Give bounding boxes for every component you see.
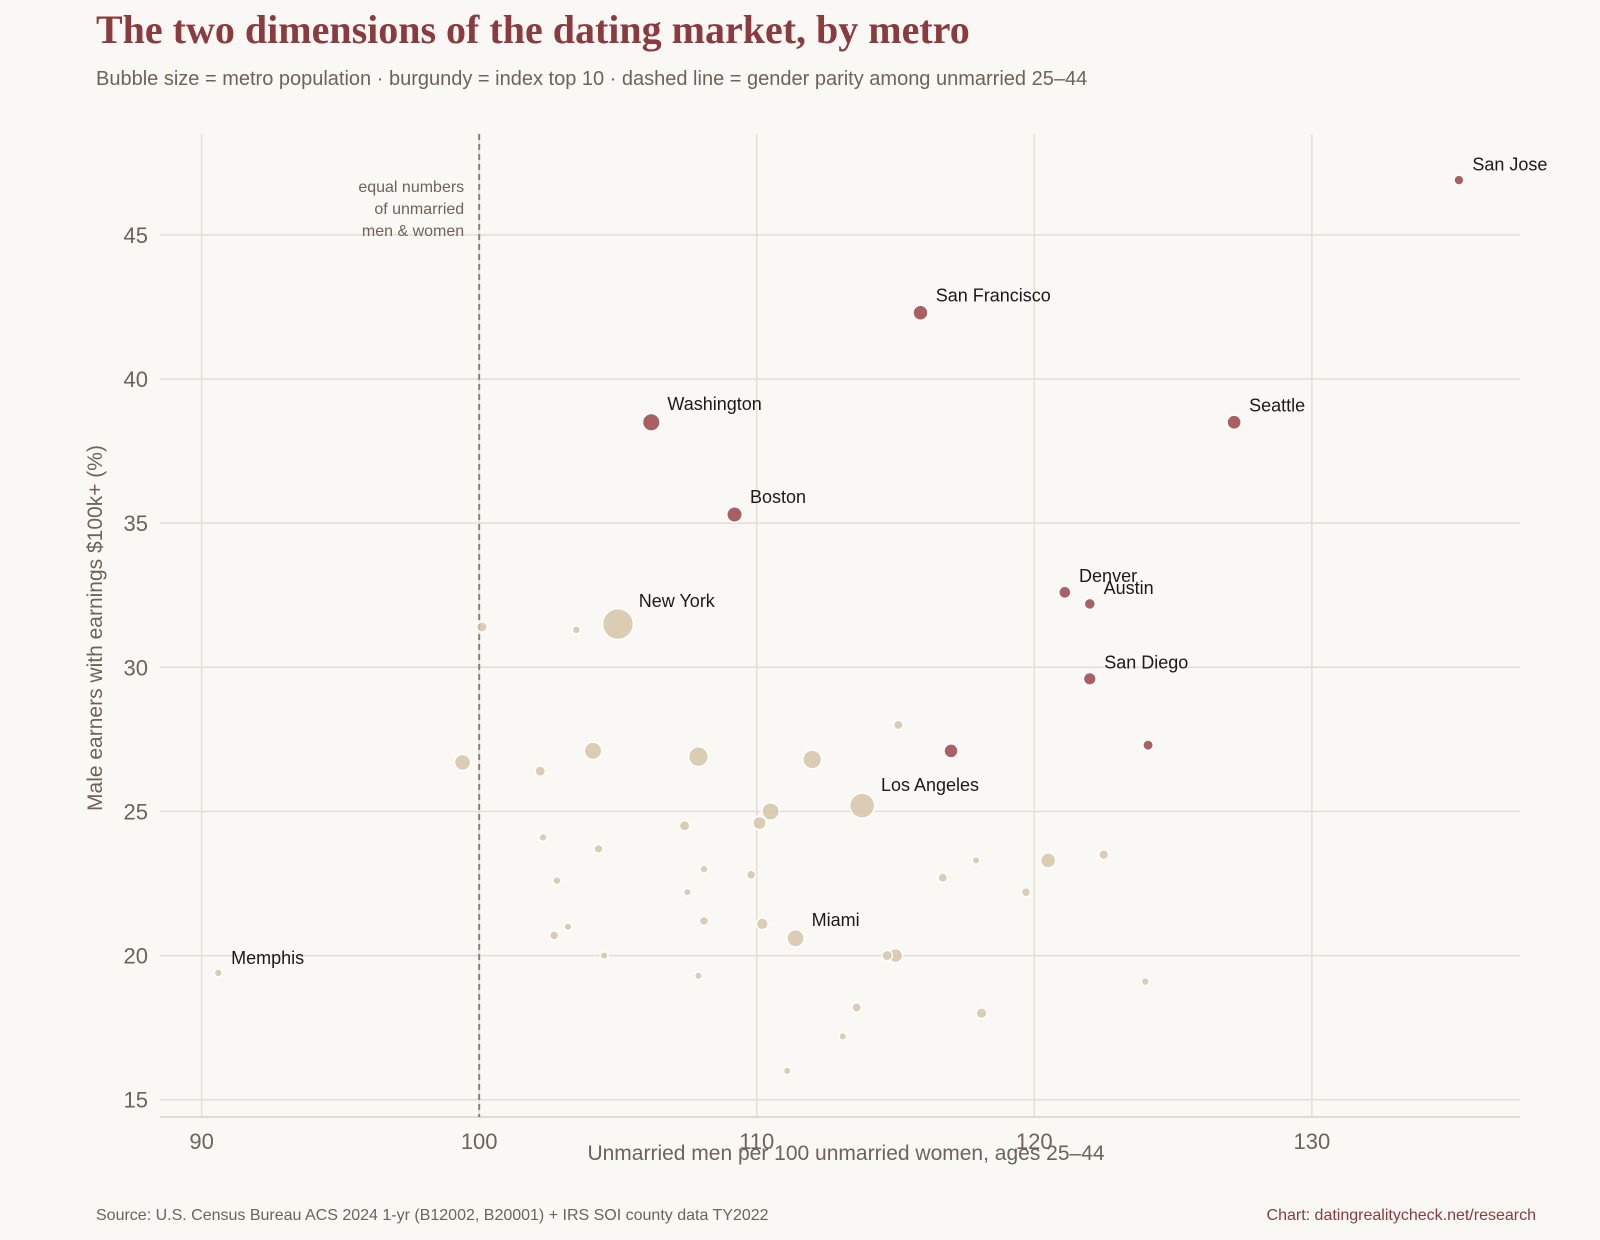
bubbles [213,174,1465,1076]
metro-bubble [802,749,823,770]
bubble-labels: San Jose San Francisco Washington Seattle Bo… [231,155,1547,968]
bubble-label: Memphis [231,948,304,968]
metro-bubble [678,819,691,832]
x-tick-label: 120 [1016,1129,1053,1154]
source-note: Source: U.S. Census Bureau ACS 2024 1-yr… [96,1207,769,1224]
metro-bubble [693,971,704,981]
y-tick-label: 30 [124,655,148,680]
metro-bubble [571,625,582,635]
metro-bubble [698,915,710,927]
chart-credit: Chart: datingrealitycheck.net/research [1266,1207,1536,1224]
chart-title: The two dimensions of the dating market,… [96,7,970,52]
bubble-label: New York [639,591,716,611]
metro-bubble [755,917,769,931]
metro-bubble [1140,976,1151,987]
y-axis-label: Male earners with earnings $100k+ (%) [84,445,107,811]
metro-bubble [538,832,548,843]
top10-bubble [641,412,661,432]
metro-bubble [534,765,547,778]
metro-bubble [601,607,635,641]
metro-bubble [851,1002,863,1013]
metro-bubble [1039,852,1057,869]
metro-bubble [1097,848,1110,861]
metro-bubble [848,792,876,819]
metro-bubble [583,741,603,761]
metro-bubble [752,815,767,831]
metro-bubble [975,1007,988,1020]
top10-bubble [912,304,929,321]
bubble-label: San Jose [1472,155,1547,175]
metro-bubble [476,621,488,633]
bubble-label: San Francisco [936,285,1051,305]
metro-bubble [548,930,560,941]
y-tick-label: 40 [124,367,148,392]
metro-bubble [687,746,710,768]
top10-bubble [1142,739,1155,752]
metro-bubble [937,872,949,884]
x-tick-label: 90 [189,1129,213,1154]
metro-bubble [892,719,904,731]
metro-bubble [453,753,472,772]
parity-label-line: of unmarried [374,201,464,218]
top10-bubble [1083,597,1097,611]
metro-bubble [838,1031,848,1041]
top10-bubble [1453,174,1465,186]
parity-label-line: men & women [362,223,464,240]
y-tick-label: 45 [124,223,148,248]
chart-subtitle: Bubble size = metro population · burgund… [96,68,1088,90]
metro-bubble [599,950,609,961]
bubble-label: Seattle [1249,395,1305,415]
metro-bubble [786,928,805,948]
y-tick-label: 35 [124,511,148,536]
axes: 90 100 110 120 130 15 20 25 30 35 40 45 [124,223,1520,1154]
gridlines [160,134,1520,1117]
y-tick-label: 20 [124,944,148,969]
parity-label-line: equal numbers [358,179,464,196]
metro-bubble [563,922,573,932]
x-tick-label: 130 [1293,1129,1330,1154]
x-tick-label: 110 [739,1129,774,1154]
bubble-label: Washington [667,394,761,414]
top10-bubble [1058,585,1072,600]
bubble-label: Austin [1104,578,1154,598]
x-axis-label: Unmarried men per 100 unmarried women, a… [587,1142,1104,1165]
metro-bubble [1020,886,1032,898]
metro-bubble [782,1066,792,1076]
y-tick-label: 15 [124,1088,148,1113]
metro-bubble [971,855,981,866]
top10-bubble [943,743,959,759]
bubble-label: Los Angeles [881,775,979,795]
metro-bubble [881,949,894,962]
parity-annotation: equal numbers of unmarried men & women [358,134,481,1117]
top10-bubble [1226,414,1242,431]
bubble-label: Miami [812,910,860,930]
top10-bubble [1082,671,1097,686]
scatter-chart: 90 100 110 120 130 15 20 25 30 35 40 45 equal numbe… [84,134,1547,1165]
metro-bubble [682,887,692,897]
bubble-label: Denver [1079,566,1137,586]
metro-bubble [213,968,224,978]
metro-bubble [552,875,562,886]
bubble-label: San Diego [1104,652,1188,672]
y-tick-label: 25 [124,799,148,824]
metro-bubble [699,864,709,874]
metro-bubble [745,869,757,881]
top10-bubble [726,506,744,524]
x-tick-label: 100 [461,1129,498,1154]
metro-bubble [593,843,604,855]
metro-bubble [761,801,781,821]
bubble-label: Boston [750,487,806,507]
